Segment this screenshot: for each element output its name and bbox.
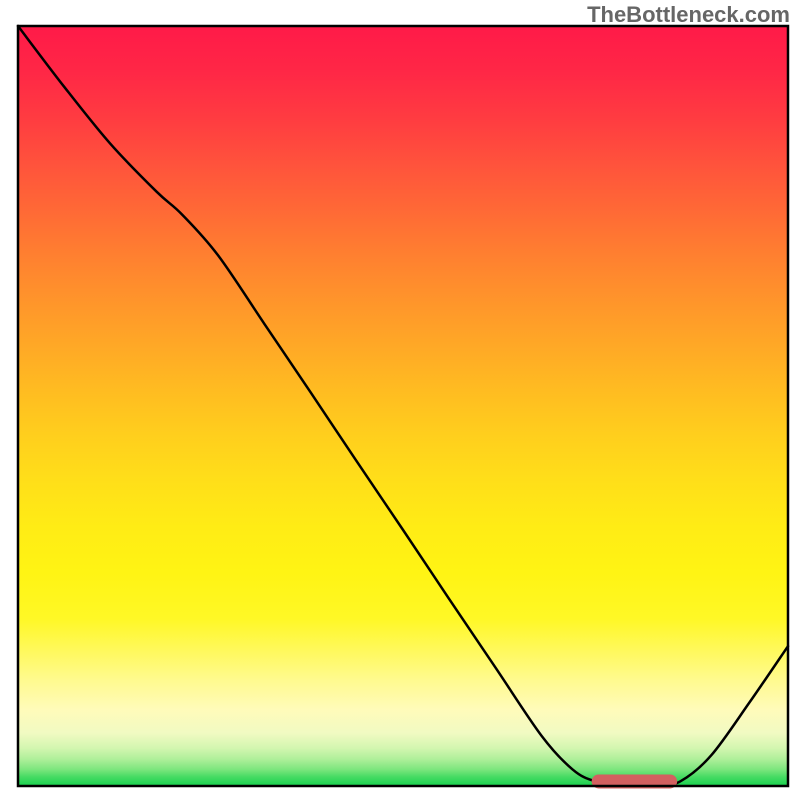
chart-container: TheBottleneck.com <box>0 0 800 800</box>
plot-svg <box>0 0 800 800</box>
gradient-background <box>18 26 788 786</box>
